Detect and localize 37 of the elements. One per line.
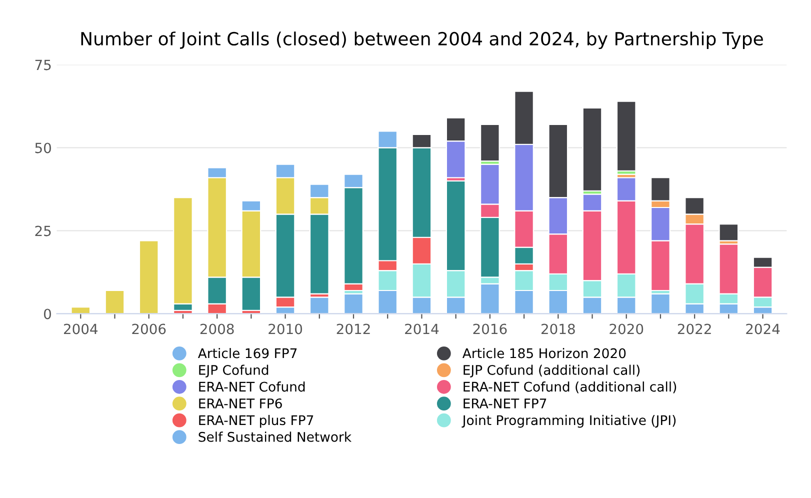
x-tick-label: 2020 — [610, 324, 644, 334]
bar — [650, 293, 670, 314]
x-tick-label: 2018 — [541, 324, 575, 334]
legend-label: ERA-NET FP6 — [199, 398, 282, 408]
x-tick-label: 2008 — [200, 324, 234, 334]
chart-title: Number of Joint Calls (closed) between 2004 and 2024, by Partnership Type — [81, 32, 763, 50]
y-tick-label: 50 — [35, 142, 51, 154]
legend-label: EJP Cofund — [199, 364, 268, 378]
x-tick-label: 2010 — [268, 324, 302, 334]
x-tick-label: 2006 — [132, 324, 166, 334]
legend-label: Joint Programming Initiative (JPI) — [462, 414, 676, 428]
legend-label: ERA-NET FP7 — [464, 398, 546, 408]
bar — [718, 224, 739, 242]
x-tick-label: 2024 — [746, 324, 780, 334]
bar — [104, 290, 125, 314]
bar — [70, 306, 91, 314]
y-tick-label: 75 — [35, 60, 51, 70]
legend-label: EJP Cofund (additional call) — [464, 364, 640, 378]
x-tick-label: 2014 — [405, 324, 439, 334]
bar — [309, 296, 330, 314]
bar — [480, 124, 500, 162]
legend-label: ERA-NET Cofund (additional call) — [464, 381, 676, 394]
x-tick-label: 2016 — [473, 324, 507, 334]
y-tick-label: 0 — [44, 308, 51, 320]
legend-label: ERA-NET Cofund — [199, 381, 305, 392]
legend-label: Self Sustained Network — [198, 432, 352, 442]
x-tick-label: 2022 — [678, 324, 711, 334]
legend-label: ERA-NET plus FP7 — [199, 414, 314, 428]
bar — [582, 107, 602, 192]
legend-label: Article 169 FP7 — [198, 348, 297, 358]
bar — [344, 293, 364, 314]
bar — [616, 100, 636, 172]
x-tick-label: 2004 — [64, 324, 98, 334]
y-tick-label: 25 — [35, 226, 51, 236]
legend-label: Article 185 Horizon 2020 — [462, 348, 626, 358]
x-tick-label: 2012 — [336, 324, 370, 334]
bar — [138, 240, 159, 314]
